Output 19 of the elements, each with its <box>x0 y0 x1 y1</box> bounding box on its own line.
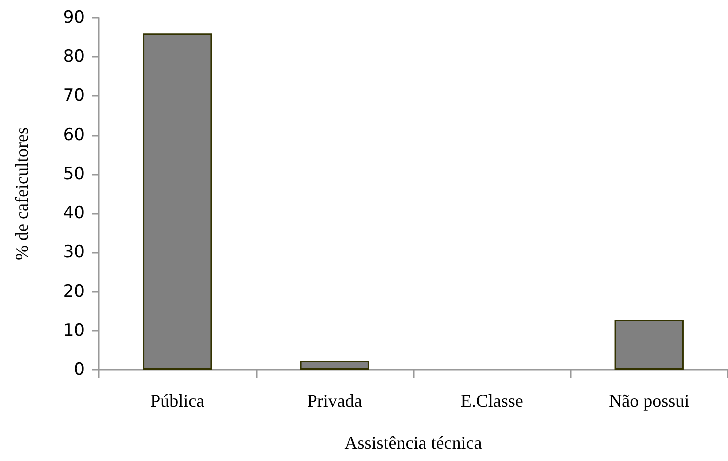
bar <box>614 320 684 370</box>
y-tick-label: 70 <box>63 86 85 106</box>
x-tick-label: Pública <box>150 391 205 411</box>
x-tick-label: E.Classe <box>460 391 524 411</box>
y-tick-label: 10 <box>63 320 85 341</box>
y-tick-label: 0 <box>74 360 85 380</box>
x-tick-label: Não possui <box>609 391 690 411</box>
y-tick-label: 80 <box>63 47 85 68</box>
y-tick-label: 90 <box>63 8 85 28</box>
y-tick-label: 30 <box>63 242 85 263</box>
bar <box>300 361 370 370</box>
y-tick-label: 20 <box>63 282 85 302</box>
x-axis-title: Assistência técnica <box>344 433 482 453</box>
y-axis-title: % de cafeicultores <box>12 128 32 260</box>
x-tick-label: Privada <box>307 391 362 411</box>
bar <box>143 34 212 370</box>
y-tick-label: 50 <box>63 164 85 184</box>
y-tick-label: 60 <box>63 125 85 146</box>
y-tick-label: 40 <box>63 204 85 224</box>
